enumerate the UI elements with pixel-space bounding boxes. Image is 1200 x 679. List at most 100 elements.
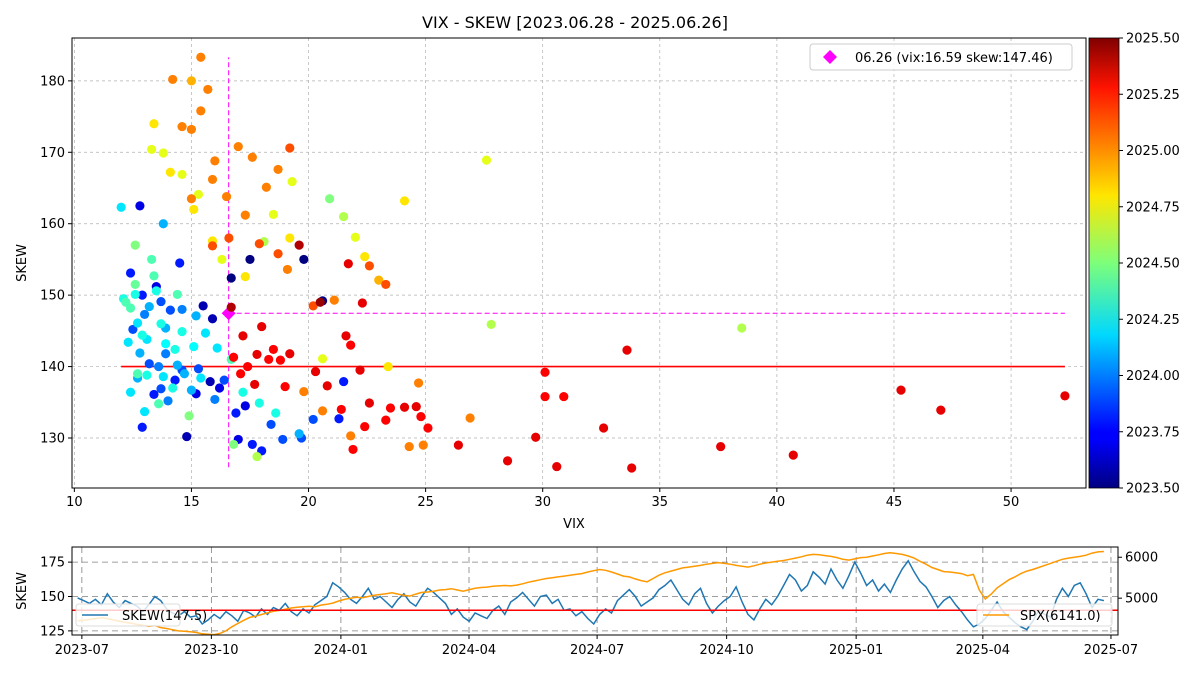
y-tick-label: 160 xyxy=(40,217,65,232)
scatter-point xyxy=(273,164,283,175)
scatter-point xyxy=(125,387,136,397)
scatter-point xyxy=(137,290,147,300)
scatter-point xyxy=(896,385,906,395)
scatter-point xyxy=(177,121,187,132)
scatter-point xyxy=(224,233,234,243)
y-axis-label: SKEW xyxy=(15,244,30,282)
scatter-point xyxy=(219,375,229,385)
bottom-gridlines xyxy=(72,547,1118,635)
scatter-point xyxy=(186,385,197,395)
x-tick-label: 40 xyxy=(769,495,786,510)
legend-label: 06.26 (vix:16.59 skew:147.46) xyxy=(855,51,1053,66)
scatter-point xyxy=(381,415,391,425)
scatter-point xyxy=(341,331,351,341)
scatter-point xyxy=(135,348,145,358)
scatter-point xyxy=(240,401,250,411)
scatter-point xyxy=(261,182,271,192)
scatter-point xyxy=(172,360,182,370)
scatter-point xyxy=(226,302,236,312)
scatter-point xyxy=(411,401,421,412)
legend-box xyxy=(809,43,1073,71)
scatter-point xyxy=(399,196,410,206)
scatter-point xyxy=(132,318,143,328)
scatter-point xyxy=(294,240,304,250)
x-tick-label: 35 xyxy=(652,495,669,510)
x-tick-label: 25 xyxy=(417,495,434,510)
bottom-y-tick-label: 175 xyxy=(40,556,65,571)
scatter-point xyxy=(531,432,541,442)
scatter-point xyxy=(154,361,164,372)
scatter-point xyxy=(179,369,190,379)
colorbar-tick-label: 2023.75 xyxy=(1126,425,1180,440)
scatter-point xyxy=(357,298,367,308)
scatter-point xyxy=(360,251,370,262)
scatter-point xyxy=(170,375,180,385)
scatter-point xyxy=(308,414,318,425)
colorbar-tick-label: 2025.50 xyxy=(1126,32,1180,47)
scatter-point xyxy=(383,361,393,372)
scatter-point xyxy=(168,74,178,85)
scatter-point xyxy=(423,423,433,433)
x-tick-label: 15 xyxy=(183,495,200,510)
scatter-point xyxy=(299,386,309,397)
scatter-point xyxy=(144,359,154,369)
scatter-point xyxy=(156,319,166,329)
scatter-point xyxy=(132,369,143,379)
scatter-point xyxy=(139,309,150,320)
scatter-point xyxy=(207,314,218,324)
bottom-legend-left-box xyxy=(75,603,181,627)
scatter-point xyxy=(147,254,157,265)
scatter-point xyxy=(308,301,318,311)
spx-series-line xyxy=(77,550,1104,635)
scatter-point xyxy=(158,371,168,382)
scatter-point xyxy=(135,201,145,211)
scatter-point xyxy=(364,261,375,271)
scatter-point xyxy=(418,440,428,450)
scatter-point xyxy=(346,431,356,441)
bottom-axis-ticks: 2023-07 2023-10 2024-01 2024-04 2024-07 2024-… xyxy=(40,551,1158,658)
scatter-point xyxy=(936,405,946,415)
scatter-point xyxy=(205,376,215,387)
scatter-point xyxy=(364,398,375,408)
scatter-point xyxy=(139,406,150,417)
scatter-point xyxy=(273,249,283,259)
scatter-point xyxy=(175,258,185,268)
scatter-point xyxy=(156,296,166,307)
scatter-point xyxy=(189,204,199,215)
skew-series-line xyxy=(77,559,1105,631)
scatter-point xyxy=(280,381,290,392)
scatter-point xyxy=(130,289,140,300)
scatter-point xyxy=(453,440,463,450)
scatter-point xyxy=(165,305,175,315)
bottom-y2-tick-label: 6000 xyxy=(1125,551,1158,566)
legend-marker-diamond-icon xyxy=(823,50,837,64)
legend: 06.26 (vix:16.59 skew:147.46) xyxy=(809,43,1073,71)
scatter-point xyxy=(125,268,136,278)
scatter-point xyxy=(238,331,248,341)
colorbar-ticks: 2023.50 2023.75 2024.00 2024.25 2024.50 2024.… xyxy=(1119,32,1180,497)
scatter-point xyxy=(299,254,309,265)
chart-title: VIX - SKEW [2023.06.28 - 2025.06.26] xyxy=(422,13,728,32)
scatter-point xyxy=(598,423,609,433)
main-plot-frame xyxy=(71,37,1087,489)
scatter-point xyxy=(552,461,562,472)
scatter-point xyxy=(161,339,171,349)
scatter-point xyxy=(275,355,286,365)
y-tick-label: 140 xyxy=(40,360,65,375)
scatter-point xyxy=(250,379,260,390)
scatter-point xyxy=(196,52,206,62)
scatter-point xyxy=(151,286,161,296)
bottom-x-tick-label: 2024-01 xyxy=(314,643,368,658)
scatter-point xyxy=(268,344,278,355)
x-tick-label: 30 xyxy=(534,495,551,510)
scatter-point xyxy=(343,259,353,269)
scatter-point xyxy=(149,389,159,400)
scatter-point xyxy=(193,364,204,374)
bottom-series xyxy=(72,550,1118,635)
scatter-point xyxy=(716,441,726,452)
spx-legend-label: SPX(6141.0) xyxy=(1020,609,1101,624)
y-tick-label: 170 xyxy=(40,146,65,161)
bottom-legend-right: SPX(6141.0) xyxy=(976,603,1113,627)
